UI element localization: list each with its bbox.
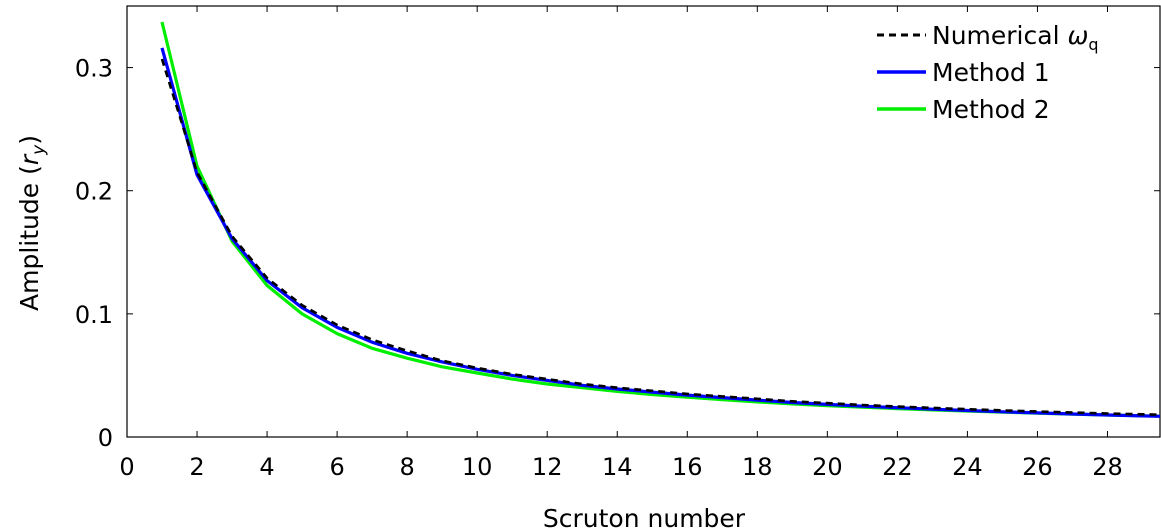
y-axis-label-suffix: ): [15, 135, 44, 145]
x-tick-label: 10: [462, 453, 493, 481]
y-tick-label: 0: [98, 424, 113, 452]
x-tick-label: 26: [1022, 453, 1053, 481]
x-ticks: 0 2 4 6 8 10 12 14 16 18 20 22 24 26 28: [119, 6, 1123, 481]
y-axis-label-var: r: [15, 153, 44, 165]
x-tick-label: 8: [399, 453, 414, 481]
x-tick-label: 16: [672, 453, 703, 481]
x-tick-label: 12: [532, 453, 563, 481]
x-tick-label: 14: [602, 453, 633, 481]
y-tick-label: 0.2: [75, 178, 113, 206]
y-axis-label: Amplitude (ry): [15, 135, 49, 311]
x-tick-label: 28: [1092, 453, 1123, 481]
series-line-1: [160, 47, 1161, 418]
y-tick-label: 0.1: [75, 301, 113, 329]
x-tick-label: 18: [742, 453, 773, 481]
legend-label-0: Numerical ωq: [932, 21, 1099, 54]
plot-frame: [126, 5, 1161, 438]
legend-label-1: Method 1: [932, 58, 1050, 87]
x-tick-label: 2: [189, 453, 204, 481]
x-tick-label: 24: [952, 453, 983, 481]
x-tick-label: 20: [812, 453, 843, 481]
series-lines: [160, 21, 1161, 418]
y-axis-label-prefix: Amplitude (: [15, 165, 44, 311]
x-tick-label: 0: [119, 453, 134, 481]
legend: Numerical ωq Method 1 Method 2: [877, 21, 1099, 124]
y-tick-label: 0.3: [75, 55, 113, 83]
x-tick-label: 22: [882, 453, 913, 481]
plot-area: [126, 5, 1161, 438]
legend-label-2: Method 2: [932, 95, 1050, 124]
y-ticks: 0 0.1 0.2 0.3: [75, 55, 1160, 452]
series-line-0: [160, 58, 1161, 416]
x-tick-label: 6: [329, 453, 344, 481]
x-tick-label: 4: [259, 453, 274, 481]
y-axis-label-sub: y: [29, 144, 49, 156]
x-axis-label: Scruton number: [543, 504, 746, 531]
